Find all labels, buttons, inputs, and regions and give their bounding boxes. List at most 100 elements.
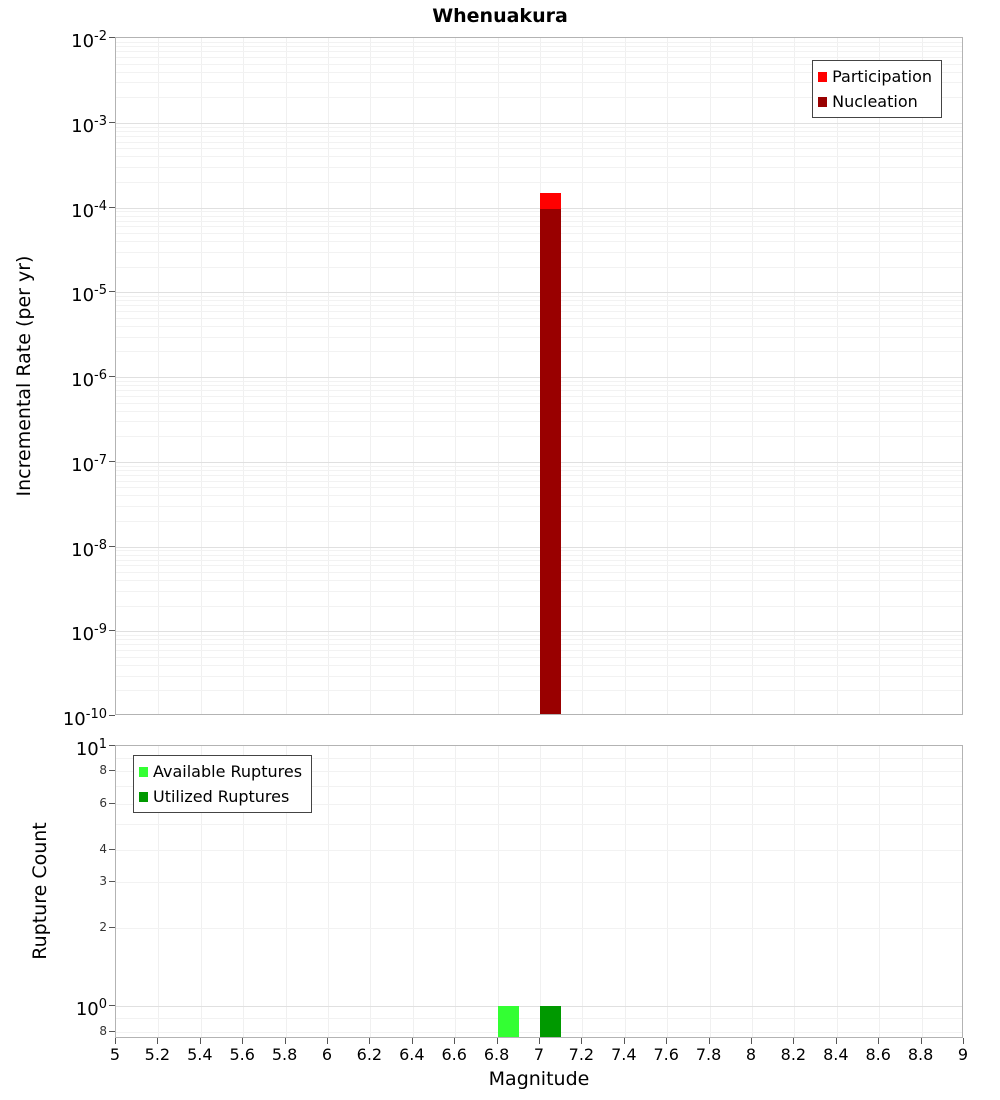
tick-mark (109, 206, 115, 208)
y-tick-label: 6 (99, 795, 107, 810)
tick-mark (109, 1030, 115, 1032)
gridline (116, 824, 962, 826)
tick-mark (109, 630, 115, 632)
x-tick-label: 7.4 (611, 1045, 637, 1064)
x-tick-label: 8.8 (907, 1045, 934, 1064)
tick-mark (109, 715, 115, 716)
utilized-ruptures-legend-label: Utilized Ruptures (153, 787, 290, 806)
available-ruptures-bar (497, 1006, 519, 1037)
gridline (116, 1031, 962, 1033)
gridline (540, 746, 541, 1037)
gridline (328, 38, 329, 714)
gridline (116, 148, 962, 150)
gridline (116, 605, 962, 607)
gridline (116, 664, 962, 666)
y-tick-label: 8 (99, 1023, 107, 1038)
gridline (116, 882, 962, 884)
y-tick-label: 10-4 (71, 198, 107, 222)
gridline (116, 241, 962, 243)
gridline (116, 650, 962, 652)
gridline (116, 41, 962, 43)
tick-mark (793, 1038, 795, 1044)
gridline (116, 559, 962, 561)
gridline (328, 746, 329, 1037)
tick-mark (284, 1038, 286, 1044)
tick-mark (109, 376, 115, 377)
gridline (200, 38, 202, 714)
tick-mark (878, 1038, 880, 1044)
y-tick-label: 4 (99, 841, 107, 856)
gridline (879, 38, 881, 714)
gridline (794, 38, 796, 714)
gridline (116, 631, 962, 633)
rate-axis-label: Incremental Rate (per yr) (13, 255, 35, 497)
gridline (582, 746, 584, 1037)
tick-mark (199, 1038, 201, 1044)
tick-mark (920, 1038, 922, 1044)
gridline (455, 38, 457, 714)
legend-item-participation: Participation (818, 64, 932, 89)
gridline (116, 82, 962, 84)
gridline (116, 928, 962, 930)
gridline (370, 38, 372, 714)
x-tick-label: 5.4 (187, 1045, 213, 1064)
gridline (921, 38, 923, 714)
tick-mark (496, 1038, 498, 1044)
gridline (116, 292, 962, 294)
gridline (836, 38, 838, 714)
tick-mark (411, 1038, 413, 1044)
tick-mark (454, 1038, 456, 1044)
gridline (116, 46, 962, 48)
x-tick-label: 9 (957, 1045, 969, 1064)
gridline (116, 390, 962, 392)
nucleation-legend-label: Nucleation (832, 92, 918, 111)
tick-mark (666, 1038, 668, 1044)
tick-mark (109, 545, 115, 547)
gridline (412, 746, 414, 1037)
participation-swatch (818, 71, 828, 82)
gridline (116, 771, 962, 773)
x-tick-label: 7.6 (653, 1045, 679, 1064)
gridline (497, 746, 499, 1037)
y-tick-label: 101 (75, 737, 107, 760)
legend-item-utilized-ruptures: Utilized Ruptures (139, 784, 302, 809)
gridline (158, 38, 160, 714)
gridline (116, 495, 962, 497)
gridline (116, 465, 962, 467)
tick-mark (109, 121, 115, 123)
gridline (116, 215, 962, 217)
gridline (116, 803, 962, 805)
gridline (116, 590, 962, 592)
gridline (116, 336, 962, 338)
tick-mark (623, 1038, 625, 1044)
x-tick-label: 7.2 (568, 1045, 595, 1064)
gridline (116, 572, 962, 573)
gridline (116, 395, 962, 397)
tick-mark (835, 1038, 837, 1044)
gridline (116, 402, 962, 404)
gridline (285, 746, 287, 1037)
gridline (116, 51, 962, 53)
gridline (116, 300, 962, 302)
available-ruptures-swatch (139, 766, 148, 777)
tick-mark (109, 927, 115, 929)
gridline (709, 746, 711, 1037)
gridline (116, 757, 962, 759)
gridline (116, 656, 962, 658)
y-tick-label: 100 (75, 997, 107, 1021)
tick-mark (369, 1038, 371, 1044)
gridline (116, 156, 962, 158)
gridline (116, 211, 962, 213)
gridline (116, 122, 962, 124)
x-tick-label: 8.6 (865, 1045, 891, 1064)
tick-mark (539, 1038, 540, 1044)
gridline (116, 639, 962, 641)
rate-legend: Participation Nucleation (812, 60, 942, 118)
gridline (116, 520, 962, 522)
tick-mark (109, 1005, 115, 1007)
y-tick-label: 8 (99, 763, 107, 778)
gridline (412, 38, 414, 714)
gridline (116, 181, 962, 183)
gridline (116, 474, 962, 476)
x-tick-label: 8 (745, 1045, 757, 1064)
